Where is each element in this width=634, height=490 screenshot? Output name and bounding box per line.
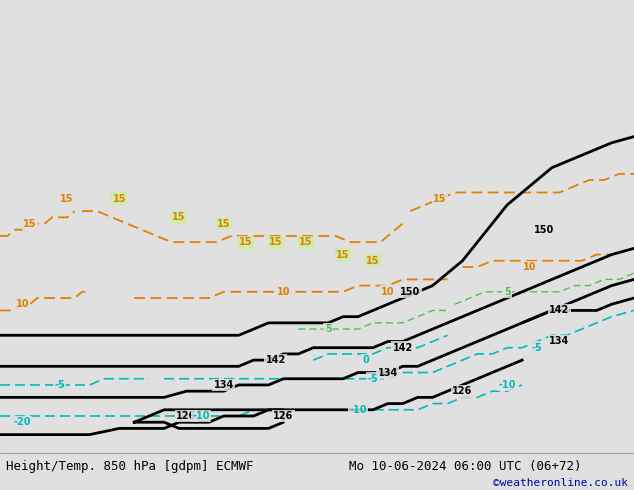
Text: 134: 134 <box>214 380 234 390</box>
Text: 126: 126 <box>273 411 294 421</box>
Text: 5: 5 <box>325 324 332 334</box>
Text: 10: 10 <box>276 287 290 297</box>
Text: 15: 15 <box>269 237 283 247</box>
Text: 15: 15 <box>172 212 186 222</box>
Text: -5: -5 <box>55 380 65 390</box>
Text: 134: 134 <box>378 368 398 377</box>
Text: 15: 15 <box>60 194 74 204</box>
Text: 142: 142 <box>549 305 569 316</box>
Text: -5: -5 <box>368 374 378 384</box>
Text: -10: -10 <box>498 380 516 390</box>
Text: -10: -10 <box>349 405 367 415</box>
Text: 15: 15 <box>240 237 253 247</box>
Text: 126: 126 <box>176 411 197 421</box>
Text: 142: 142 <box>266 355 286 365</box>
Text: 10: 10 <box>381 287 394 297</box>
Text: Height/Temp. 850 hPa [gdpm] ECMWF: Height/Temp. 850 hPa [gdpm] ECMWF <box>6 460 254 473</box>
Text: 15: 15 <box>299 237 313 247</box>
Text: 15: 15 <box>23 219 37 228</box>
Text: 150: 150 <box>400 287 420 297</box>
Text: -20: -20 <box>13 417 31 427</box>
Text: 150: 150 <box>534 225 555 235</box>
Text: 15: 15 <box>217 219 231 228</box>
Text: 10: 10 <box>523 262 536 272</box>
Text: ©weatheronline.co.uk: ©weatheronline.co.uk <box>493 478 628 488</box>
Text: 142: 142 <box>392 343 413 353</box>
Text: 0: 0 <box>362 355 369 365</box>
Text: 10: 10 <box>16 299 29 309</box>
Text: 5: 5 <box>504 287 510 297</box>
Text: 134: 134 <box>549 337 569 346</box>
Text: 126: 126 <box>452 386 472 396</box>
Text: 15: 15 <box>113 194 126 204</box>
Text: Mo 10-06-2024 06:00 UTC (06+72): Mo 10-06-2024 06:00 UTC (06+72) <box>349 460 581 473</box>
Text: -5: -5 <box>532 343 543 353</box>
Text: -10: -10 <box>193 411 210 421</box>
Text: 15: 15 <box>337 249 350 260</box>
Text: 15: 15 <box>433 194 447 204</box>
Text: 15: 15 <box>366 256 380 266</box>
